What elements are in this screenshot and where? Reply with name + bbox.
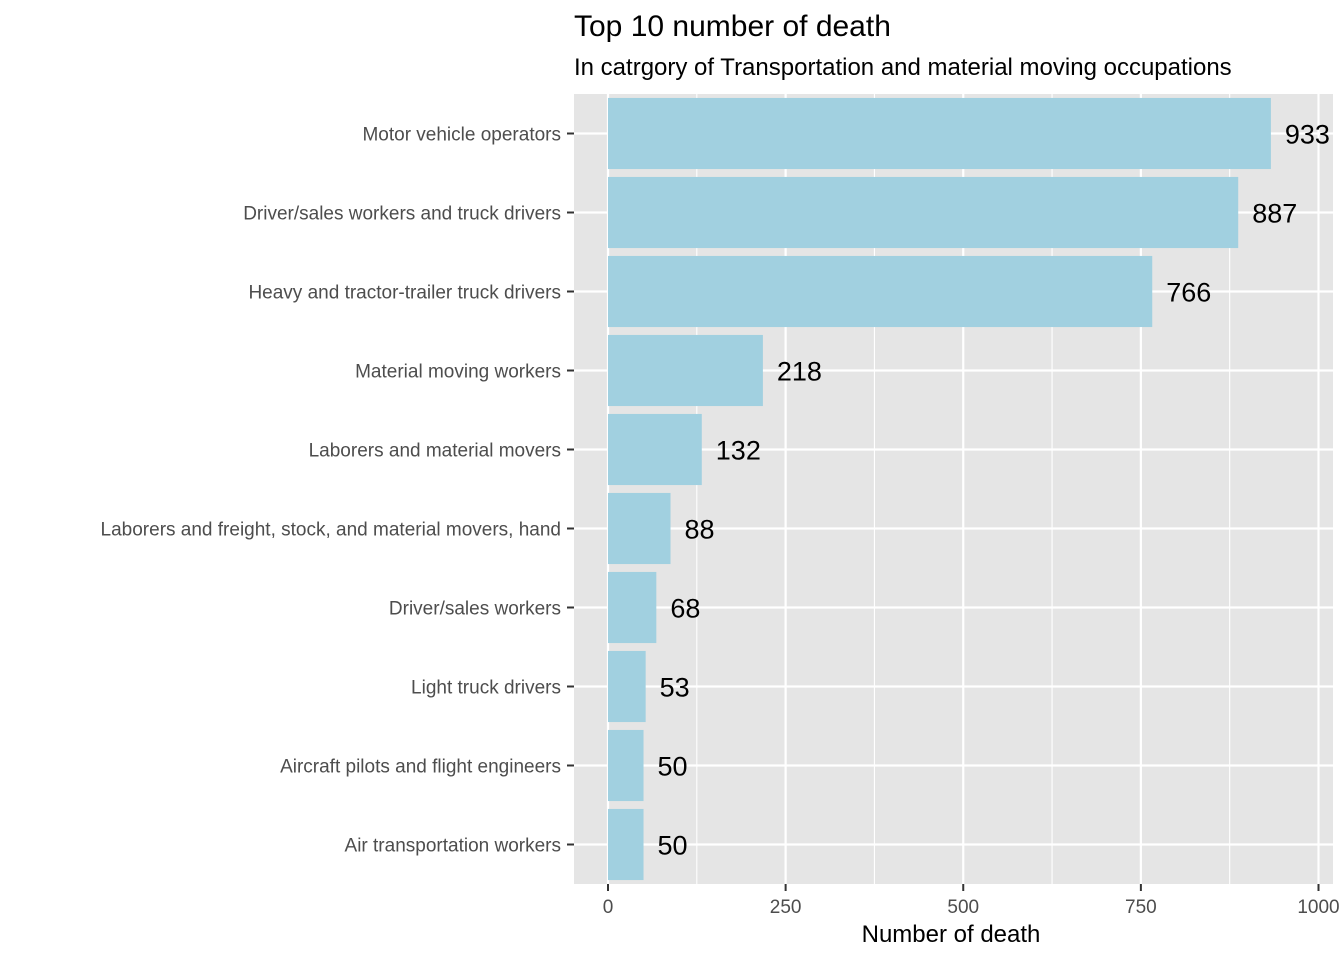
data-label: 53 — [660, 673, 690, 703]
y-tick-label: Material moving workers — [355, 362, 561, 383]
bar — [608, 97, 1271, 170]
chart-subtitle: In catrgory of Transportation and materi… — [574, 54, 1232, 81]
x-tick-label: 500 — [947, 897, 979, 918]
y-tick-label: Laborers and freight, stock, and materia… — [101, 520, 561, 541]
x-tick-label: 1000 — [1297, 897, 1339, 918]
data-label: 68 — [670, 594, 700, 624]
data-label: 88 — [685, 515, 715, 545]
y-tick-label: Air transportation workers — [345, 836, 561, 857]
x-tick-label: 750 — [1125, 897, 1157, 918]
data-label: 766 — [1166, 278, 1211, 308]
bar — [608, 808, 644, 881]
y-tick-label: Light truck drivers — [411, 678, 561, 699]
chart-title: Top 10 number of death — [574, 10, 891, 43]
bar — [608, 255, 1153, 328]
x-tick-label: 250 — [770, 897, 802, 918]
y-tick-label: Driver/sales workers — [389, 599, 561, 620]
y-tick-label: Driver/sales workers and truck drivers — [243, 204, 561, 225]
data-labels: 933 887 766 218 132 88 68 53 50 50 — [658, 120, 1330, 861]
data-label: 50 — [658, 831, 688, 861]
bar — [608, 413, 702, 486]
x-tick-label: 0 — [603, 897, 614, 918]
bar — [608, 492, 671, 565]
y-tick-label: Motor vehicle operators — [362, 125, 561, 146]
y-tick-label: Aircraft pilots and flight engineers — [280, 757, 561, 778]
bar — [608, 729, 644, 802]
data-label: 50 — [658, 752, 688, 782]
bar — [608, 650, 646, 723]
bar — [608, 334, 763, 407]
y-tick-label: Laborers and material movers — [309, 441, 561, 462]
y-tick-label: Heavy and tractor-trailer truck drivers — [248, 283, 561, 304]
bars — [608, 97, 1271, 881]
data-label: 218 — [777, 357, 822, 387]
x-axis: 0 250 500 750 1000 — [603, 884, 1340, 918]
data-label: 887 — [1252, 199, 1297, 229]
y-axis: Motor vehicle operators Driver/sales work… — [101, 125, 574, 857]
bar — [608, 176, 1239, 249]
x-axis-title: Number of death — [862, 921, 1041, 948]
bar — [608, 571, 657, 644]
data-label: 933 — [1285, 120, 1330, 150]
data-label: 132 — [716, 436, 761, 466]
